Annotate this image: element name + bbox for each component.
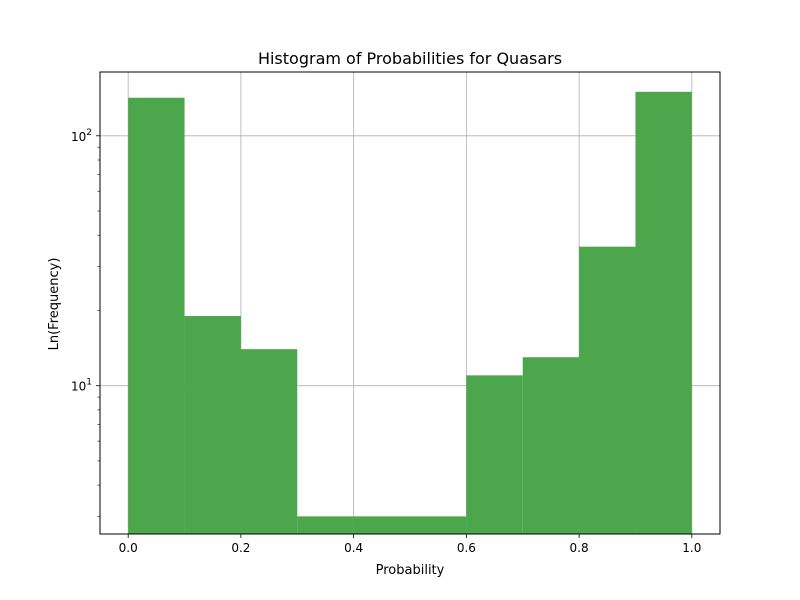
histogram-bar	[297, 516, 354, 534]
bars	[128, 91, 692, 534]
y-tick-label: 101	[71, 378, 92, 394]
histogram-bar	[522, 357, 580, 534]
histogram-bar	[410, 516, 467, 534]
histogram-bar	[466, 375, 523, 534]
y-axis-label: Ln(Frequency)	[47, 258, 62, 351]
histogram-bar	[184, 316, 241, 534]
histogram-bar	[240, 349, 298, 534]
x-tick-label: 0.0	[119, 541, 138, 555]
y-tick-label: 102	[71, 128, 92, 144]
x-tick-label: 1.0	[682, 541, 701, 555]
plot-frame	[99, 71, 721, 535]
ticks: 0.0 0.2 0.4 0.6 0.8 1.0 101 102	[71, 128, 701, 555]
x-axis-label: Probability	[376, 563, 445, 578]
x-tick-label: 0.4	[344, 541, 363, 555]
chart-title: Histogram of Probabilities for Quasars	[258, 49, 562, 68]
x-tick-label: 0.8	[570, 541, 589, 555]
x-tick-label: 0.2	[231, 541, 250, 555]
histogram-bar	[353, 516, 410, 534]
histogram-bar	[635, 91, 692, 534]
histogram-bar	[579, 246, 636, 534]
x-tick-label: 0.6	[457, 541, 476, 555]
histogram-bar	[128, 97, 185, 534]
